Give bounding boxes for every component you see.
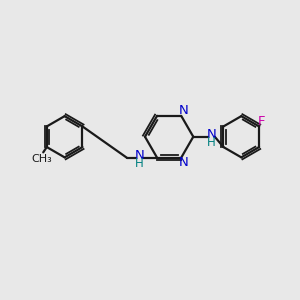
Text: H: H bbox=[135, 157, 144, 170]
Text: H: H bbox=[207, 136, 216, 149]
Text: N: N bbox=[178, 104, 188, 117]
Text: N: N bbox=[134, 149, 144, 162]
Text: N: N bbox=[207, 128, 216, 142]
Text: N: N bbox=[178, 156, 188, 169]
Text: F: F bbox=[258, 115, 265, 128]
Text: CH₃: CH₃ bbox=[32, 154, 52, 164]
